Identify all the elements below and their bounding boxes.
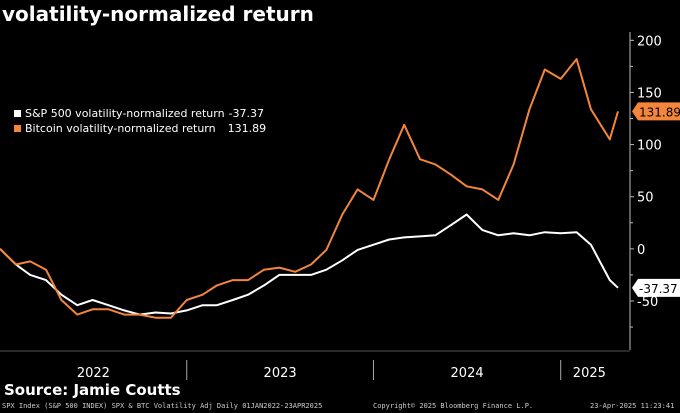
legend-label: S&P 500 volatility-normalized return xyxy=(25,107,225,120)
series-line-0 xyxy=(0,213,619,316)
y-tick-label: 200 xyxy=(637,34,662,49)
source-note: Source: Jamie Coutts xyxy=(4,381,181,399)
legend-swatch xyxy=(14,110,21,117)
series-line-1 xyxy=(0,58,619,319)
x-tick-label: 2024 xyxy=(451,366,484,381)
last-value-label: 131.89 xyxy=(639,105,680,119)
y-tick-label: 0 xyxy=(637,243,645,258)
legend-value: -37.37 xyxy=(228,107,265,120)
footer-left: SPX Index (S&P 500 INDEX) SPX & BTC Vola… xyxy=(2,402,323,410)
x-tick-label: 2025 xyxy=(573,366,606,381)
legend: S&P 500 volatility-normalized return -37.… xyxy=(10,104,271,138)
last-value-tag xyxy=(632,102,680,121)
y-tick-label: 50 xyxy=(637,191,654,206)
legend-item-spx: S&P 500 volatility-normalized return -37.… xyxy=(14,106,266,121)
last-value-label: -37.37 xyxy=(639,282,678,296)
legend-label: Bitcoin volatility-normalized return xyxy=(25,122,216,135)
y-tick-label: 150 xyxy=(637,86,662,101)
y-tick-label: 100 xyxy=(637,139,662,154)
footer-copyright: Copyright© 2025 Bloomberg Finance L.P. xyxy=(373,402,534,410)
x-tick-label: 2022 xyxy=(77,366,110,381)
y-tick-label: -50 xyxy=(637,295,658,310)
x-tick-label: 2023 xyxy=(264,366,297,381)
footer-timestamp: 23-Apr-2025 11:23:41 xyxy=(590,402,675,410)
legend-item-btc: Bitcoin volatility-normalized return 131.… xyxy=(14,121,266,136)
chart-title: volatility-normalized return xyxy=(2,2,314,26)
legend-swatch xyxy=(14,125,21,132)
legend-value: 131.89 xyxy=(227,122,267,135)
last-value-tag xyxy=(632,278,680,297)
